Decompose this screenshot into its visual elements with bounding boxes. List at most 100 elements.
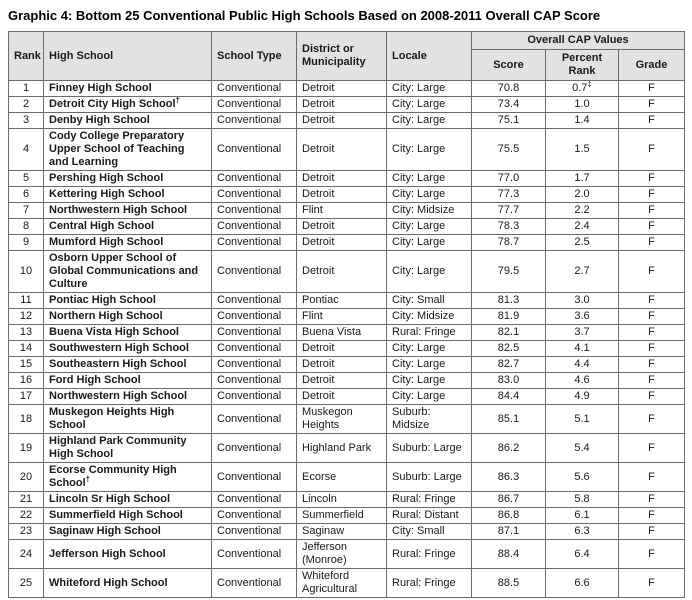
score-cell: 75.5 bbox=[471, 128, 546, 171]
percent-rank-cell: 0.7‡ bbox=[545, 80, 619, 97]
percent-rank-cell: 1.5 bbox=[545, 128, 619, 171]
school-type-cell: Conventional bbox=[211, 308, 297, 325]
score-cell: 86.7 bbox=[471, 491, 546, 508]
school-type-cell: Conventional bbox=[211, 507, 297, 524]
table-row: 24 Jefferson High School Conventional Jeffe… bbox=[8, 539, 685, 569]
rank-cell: 4 bbox=[8, 128, 44, 171]
district-cell: Flint bbox=[296, 308, 387, 325]
district-cell: Saginaw bbox=[296, 523, 387, 540]
grade-cell: F bbox=[618, 202, 685, 219]
locale-cell: Rural: Fringe bbox=[386, 539, 472, 569]
school-type-cell: Conventional bbox=[211, 202, 297, 219]
school-cell: Buena Vista High School bbox=[43, 324, 212, 341]
percent-rank-cell: 3.0 bbox=[545, 292, 619, 309]
percent-rank-cell: 5.4 bbox=[545, 433, 619, 463]
grade-cell: F bbox=[618, 96, 685, 113]
locale-cell: City: Large bbox=[386, 128, 472, 171]
rank-cell: 11 bbox=[8, 292, 44, 309]
grade-cell: F bbox=[618, 218, 685, 235]
rank-cell: 8 bbox=[8, 218, 44, 235]
district-cell: Detroit bbox=[296, 356, 387, 373]
percent-rank-cell: 2.4 bbox=[545, 218, 619, 235]
grade-cell: F bbox=[618, 539, 685, 569]
school-cell: Lincoln Sr High School bbox=[43, 491, 212, 508]
district-cell: Detroit bbox=[296, 388, 387, 405]
school-cell: Central High School bbox=[43, 218, 212, 235]
school-cell: Ecorse Community High School† bbox=[43, 462, 212, 492]
table-row: 4 Cody College Preparatory Upper School o… bbox=[8, 128, 685, 171]
table-row: 11 Pontiac High School Conventional Pontiac… bbox=[8, 292, 685, 309]
locale-cell: City: Large bbox=[386, 80, 472, 97]
school-type-cell: Conventional bbox=[211, 523, 297, 540]
percent-rank-cell: 1.0 bbox=[545, 96, 619, 113]
locale-cell: Rural: Fringe bbox=[386, 568, 472, 598]
school-type-cell: Conventional bbox=[211, 372, 297, 389]
district-cell: Detroit bbox=[296, 96, 387, 113]
district-cell: Highland Park bbox=[296, 433, 387, 463]
grade-cell: F bbox=[618, 523, 685, 540]
district-cell: Summerfield bbox=[296, 507, 387, 524]
locale-cell: Suburb: Large bbox=[386, 462, 472, 492]
locale-cell: City: Large bbox=[386, 234, 472, 251]
school-type-cell: Conventional bbox=[211, 234, 297, 251]
school-cell: Northern High School bbox=[43, 308, 212, 325]
grade-cell: F bbox=[618, 186, 685, 203]
grade-cell: F bbox=[618, 404, 685, 434]
grade-cell: F bbox=[618, 324, 685, 341]
district-cell: Detroit bbox=[296, 218, 387, 235]
rank-cell: 21 bbox=[8, 491, 44, 508]
rank-cell: 12 bbox=[8, 308, 44, 325]
table-row: 25 Whiteford High School Conventional White… bbox=[8, 568, 685, 598]
rank-cell: 25 bbox=[8, 568, 44, 598]
percent-rank-cell: 1.7 bbox=[545, 170, 619, 187]
score-cell: 78.3 bbox=[471, 218, 546, 235]
score-cell: 78.7 bbox=[471, 234, 546, 251]
table-row: 23 Saginaw High School Conventional Saginaw… bbox=[8, 523, 685, 540]
district-cell: Detroit bbox=[296, 250, 387, 293]
school-cell: Pershing High School bbox=[43, 170, 212, 187]
rank-cell: 15 bbox=[8, 356, 44, 373]
district-cell: Detroit bbox=[296, 234, 387, 251]
school-cell: Northwestern High School bbox=[43, 202, 212, 219]
percent-rank-cell: 2.2 bbox=[545, 202, 619, 219]
school-type-cell: Conventional bbox=[211, 324, 297, 341]
col-header-school-type: School Type bbox=[211, 31, 297, 81]
grade-cell: F bbox=[618, 372, 685, 389]
district-cell: Pontiac bbox=[296, 292, 387, 309]
footnote-marker-icon: ‡ bbox=[587, 80, 592, 89]
locale-cell: Rural: Fringe bbox=[386, 491, 472, 508]
col-header-rank: Rank bbox=[8, 31, 44, 81]
district-cell: Detroit bbox=[296, 372, 387, 389]
locale-cell: Rural: Fringe bbox=[386, 324, 472, 341]
school-type-cell: Conventional bbox=[211, 356, 297, 373]
score-cell: 82.1 bbox=[471, 324, 546, 341]
school-type-cell: Conventional bbox=[211, 128, 297, 171]
school-cell: Southwestern High School bbox=[43, 340, 212, 357]
percent-rank-cell: 3.7 bbox=[545, 324, 619, 341]
school-type-cell: Conventional bbox=[211, 112, 297, 129]
col-header-grade: Grade bbox=[618, 49, 685, 81]
grade-cell: F bbox=[618, 308, 685, 325]
grade-cell: F bbox=[618, 433, 685, 463]
score-cell: 84.4 bbox=[471, 388, 546, 405]
percent-rank-cell: 4.1 bbox=[545, 340, 619, 357]
locale-cell: City: Small bbox=[386, 292, 472, 309]
score-cell: 83.0 bbox=[471, 372, 546, 389]
rank-cell: 1 bbox=[8, 80, 44, 97]
locale-cell: City: Large bbox=[386, 186, 472, 203]
locale-cell: City: Large bbox=[386, 388, 472, 405]
school-type-cell: Conventional bbox=[211, 404, 297, 434]
rank-cell: 20 bbox=[8, 462, 44, 492]
district-cell: Muskegon Heights bbox=[296, 404, 387, 434]
table-row: 2 Detroit City High School† Conventional De… bbox=[8, 96, 685, 113]
grade-cell: F bbox=[618, 462, 685, 492]
table-header: Rank High School School Type District or… bbox=[8, 31, 685, 81]
rank-cell: 22 bbox=[8, 507, 44, 524]
school-cell: Highland Park Community High School bbox=[43, 433, 212, 463]
score-cell: 82.7 bbox=[471, 356, 546, 373]
percent-rank-cell: 5.8 bbox=[545, 491, 619, 508]
school-type-cell: Conventional bbox=[211, 170, 297, 187]
school-cell: Pontiac High School bbox=[43, 292, 212, 309]
locale-cell: Suburb: Large bbox=[386, 433, 472, 463]
school-cell: Kettering High School bbox=[43, 186, 212, 203]
